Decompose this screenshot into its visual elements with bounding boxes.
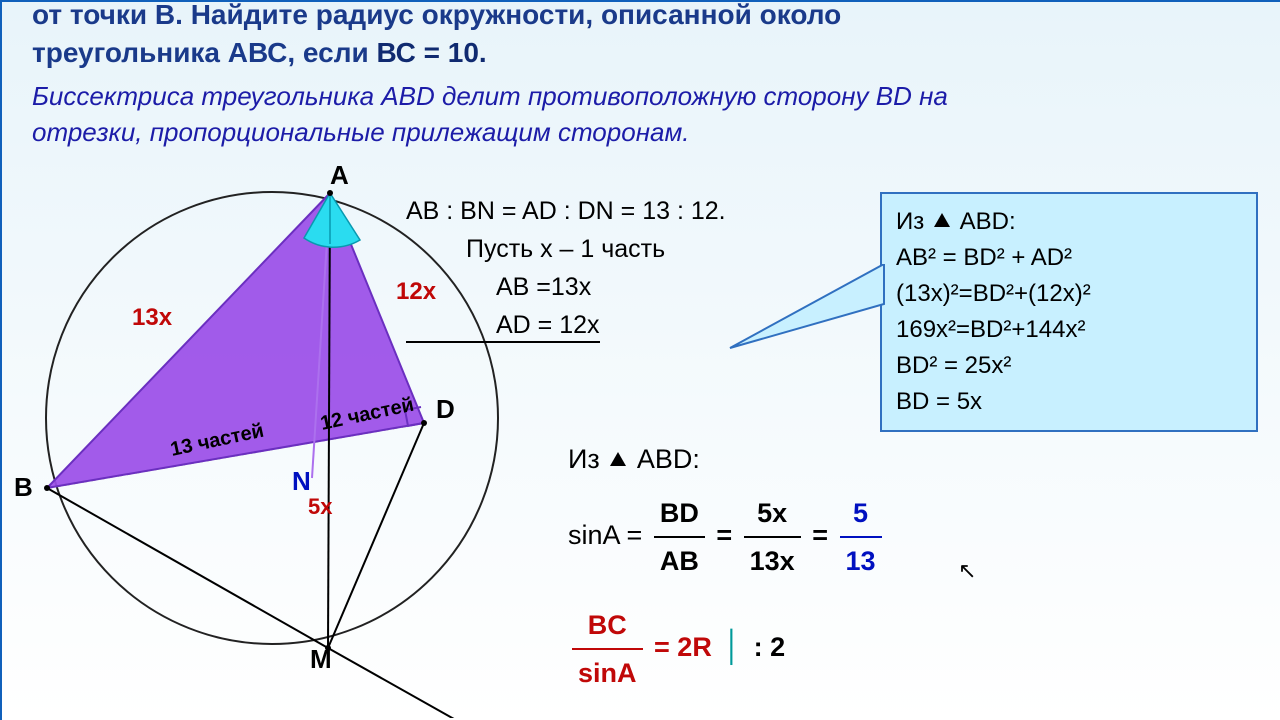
triangle-icon bbox=[610, 452, 626, 466]
explain-l1: Биссектриса треугольника ABD делит проти… bbox=[32, 81, 948, 111]
bc: BC bbox=[572, 602, 643, 650]
w2-law-sines: BC sinA = 2R │ : 2 bbox=[568, 602, 988, 696]
w1-l4: AD = 12x bbox=[406, 311, 600, 343]
callout-abd: Из ABD: AB² = BD² + AD² (13x)²=BD²+(12x)… bbox=[880, 192, 1258, 432]
w2-head-txt: Из bbox=[568, 444, 600, 474]
pt-d bbox=[421, 420, 427, 426]
explain-l2: отрезки, пропорциональные прилежащим сто… bbox=[32, 117, 690, 147]
problem-line1: от точки В. Найдите радиус окружности, о… bbox=[32, 0, 841, 30]
cursor-icon: ↖ bbox=[958, 558, 976, 584]
label-a: A bbox=[330, 160, 349, 191]
w1-l3: AB =13x bbox=[406, 273, 591, 301]
f1d: AB bbox=[654, 538, 705, 584]
triangle-icon bbox=[934, 213, 950, 227]
problem-line2b: ВС = 10. bbox=[377, 37, 487, 68]
edge-13x: 13x bbox=[132, 304, 172, 332]
f3n: 5 bbox=[840, 490, 882, 538]
callout-l4: BD² = 25x² bbox=[896, 348, 1242, 384]
label-m: M bbox=[310, 644, 332, 675]
callout-l3: 169x²=BD²+144x² bbox=[896, 312, 1242, 348]
callout-head: Из ABD: bbox=[896, 204, 1242, 240]
w2-head: Из ABD: bbox=[568, 436, 988, 482]
slide: от точки В. Найдите радиус окружности, о… bbox=[0, 0, 1280, 720]
label-n: N bbox=[292, 466, 311, 497]
callout-l2: (13x)²=BD²+(12x)² bbox=[896, 276, 1242, 312]
w1-l1: AB : BN = AD : DN = 13 : 12. bbox=[406, 197, 726, 225]
label-d: D bbox=[436, 394, 455, 425]
frac-5-13: 5 13 bbox=[840, 490, 882, 584]
f2n: 5x bbox=[744, 490, 801, 538]
callout-l1: AB² = BD² + AD² bbox=[896, 240, 1242, 276]
frac-bd-ab: BD AB bbox=[654, 490, 705, 584]
pt-b bbox=[44, 485, 50, 491]
callout-tail bbox=[726, 264, 886, 354]
w2-sin: sinA = bbox=[568, 520, 642, 550]
callout-l5: BD = 5x bbox=[896, 384, 1242, 420]
eq2: = bbox=[812, 520, 828, 550]
segment-dm bbox=[328, 423, 424, 648]
w1-l2: Пусть х – 1 часть bbox=[406, 235, 665, 263]
explanation: Биссектриса треугольника ABD делит проти… bbox=[32, 78, 1252, 150]
divider-slash: │ bbox=[723, 630, 742, 663]
f2d: 13x bbox=[744, 538, 801, 584]
callout-head-txt: Из bbox=[896, 208, 924, 235]
label-b: B bbox=[14, 472, 33, 503]
segment-bm bbox=[47, 488, 328, 648]
working-2: Из ABD: sinA = BD AB = 5x 13x = 5 13 BC bbox=[568, 436, 988, 696]
f3d: 13 bbox=[840, 538, 882, 584]
frac-bc-sina: BC sinA bbox=[572, 602, 643, 696]
segment-bm-ext bbox=[328, 648, 532, 718]
edge-5x: 5x bbox=[308, 494, 332, 520]
w2-sin-line: sinA = BD AB = 5x 13x = 5 13 bbox=[568, 490, 988, 584]
div2: : 2 bbox=[754, 632, 786, 662]
f1n: BD bbox=[654, 490, 705, 538]
sina: sinA bbox=[572, 650, 643, 696]
frac-5x-13x: 5x 13x bbox=[744, 490, 801, 584]
eq1: = bbox=[716, 520, 732, 550]
callout-tri-txt: ABD: bbox=[960, 208, 1016, 235]
problem-text: от точки В. Найдите радиус окружности, о… bbox=[32, 0, 1252, 72]
problem-line2a: треугольника АВС, если bbox=[32, 37, 377, 68]
eq-2r: = 2R bbox=[654, 632, 712, 662]
w2-tri-txt: ABD: bbox=[637, 444, 700, 474]
